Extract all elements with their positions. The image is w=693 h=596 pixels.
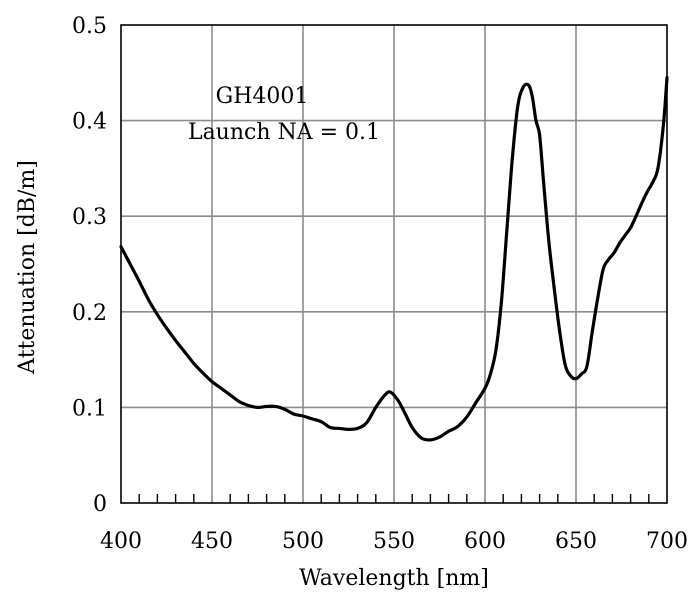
- x-tick-label: 400: [100, 529, 142, 554]
- y-tick-label: 0: [93, 492, 107, 517]
- x-tick-label: 500: [282, 529, 324, 554]
- x-tick-label: 650: [555, 529, 597, 554]
- y-tick-label: 0.2: [72, 301, 107, 326]
- y-tick-label: 0.1: [72, 396, 107, 421]
- x-tick-label: 700: [646, 529, 688, 554]
- x-tick-labels: 400 450 500 550 600 650 700: [100, 529, 688, 554]
- plot-frame: [120, 24, 668, 504]
- x-tick-label: 450: [191, 529, 233, 554]
- y-tick-label: 0.4: [72, 110, 107, 135]
- x-tick-label: 550: [373, 529, 415, 554]
- series-layer: [119, 75, 669, 442]
- y-tick-label: 0.3: [72, 205, 107, 230]
- grid-lines: [121, 25, 667, 503]
- y-tick-label: 0.5: [72, 14, 107, 39]
- annotation-launch-na: Launch NA = 0.1: [188, 120, 380, 145]
- x-axis-title: Wavelength [nm]: [299, 566, 489, 591]
- annotation-sample-name: GH4001: [216, 84, 309, 109]
- y-axis-title: Attenuation [dB/m]: [15, 160, 40, 375]
- attenuation-line: [119, 75, 669, 442]
- minor-ticks: [138, 494, 650, 503]
- y-tick-labels: 0 0.1 0.2 0.3 0.4 0.5: [72, 14, 107, 517]
- x-tick-label: 600: [464, 529, 506, 554]
